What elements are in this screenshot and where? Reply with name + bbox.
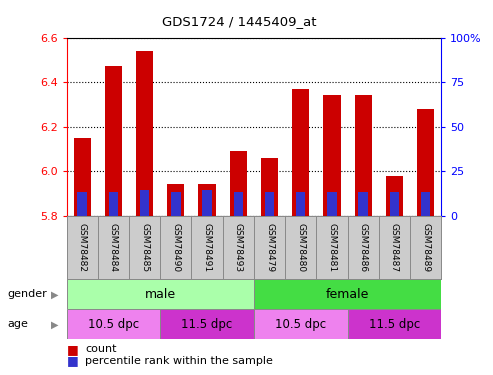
Text: count: count xyxy=(85,345,117,354)
Bar xyxy=(199,184,215,216)
Bar xyxy=(77,192,87,216)
Text: GSM78486: GSM78486 xyxy=(359,223,368,272)
Bar xyxy=(254,309,348,339)
Text: 10.5 dpc: 10.5 dpc xyxy=(275,318,326,331)
Bar xyxy=(202,190,212,216)
Bar xyxy=(327,192,337,216)
Bar xyxy=(358,192,368,216)
Text: GSM78490: GSM78490 xyxy=(172,223,180,272)
Bar xyxy=(167,184,184,216)
Bar xyxy=(389,192,399,216)
Bar xyxy=(323,95,341,216)
Text: GSM78489: GSM78489 xyxy=(421,223,430,272)
Text: GSM78491: GSM78491 xyxy=(203,223,211,272)
Text: ■: ■ xyxy=(67,354,78,367)
Text: percentile rank within the sample: percentile rank within the sample xyxy=(85,356,273,366)
Bar xyxy=(73,138,91,216)
Text: GSM78482: GSM78482 xyxy=(78,223,87,272)
Bar xyxy=(140,190,149,216)
Text: GSM78484: GSM78484 xyxy=(109,223,118,272)
Bar xyxy=(108,192,118,216)
Bar xyxy=(234,192,243,216)
Text: GSM78493: GSM78493 xyxy=(234,223,243,272)
Text: 10.5 dpc: 10.5 dpc xyxy=(88,318,139,331)
Bar xyxy=(67,309,160,339)
Bar xyxy=(171,192,180,216)
Text: age: age xyxy=(7,320,28,329)
Bar xyxy=(354,95,372,216)
Text: gender: gender xyxy=(7,290,47,299)
Bar xyxy=(261,158,278,216)
Text: female: female xyxy=(326,288,369,301)
Bar xyxy=(67,279,254,309)
Text: ■: ■ xyxy=(67,343,78,356)
Text: 11.5 dpc: 11.5 dpc xyxy=(369,318,420,331)
Bar xyxy=(296,192,306,216)
Bar xyxy=(417,109,434,216)
Bar xyxy=(230,151,247,216)
Text: male: male xyxy=(144,288,176,301)
Text: 11.5 dpc: 11.5 dpc xyxy=(181,318,233,331)
Bar xyxy=(386,176,403,216)
Bar xyxy=(254,279,441,309)
Text: GSM78481: GSM78481 xyxy=(327,223,336,272)
Bar xyxy=(265,192,274,216)
Bar xyxy=(105,66,122,216)
Bar xyxy=(160,309,254,339)
Text: GSM78480: GSM78480 xyxy=(296,223,305,272)
Text: GSM78487: GSM78487 xyxy=(390,223,399,272)
Text: GSM78479: GSM78479 xyxy=(265,223,274,272)
Text: ▶: ▶ xyxy=(50,290,58,299)
Bar xyxy=(421,192,430,216)
Bar xyxy=(348,309,441,339)
Bar xyxy=(292,89,309,216)
Text: ▶: ▶ xyxy=(50,320,58,329)
Text: GSM78485: GSM78485 xyxy=(140,223,149,272)
Bar xyxy=(136,51,153,216)
Text: GDS1724 / 1445409_at: GDS1724 / 1445409_at xyxy=(162,15,317,28)
